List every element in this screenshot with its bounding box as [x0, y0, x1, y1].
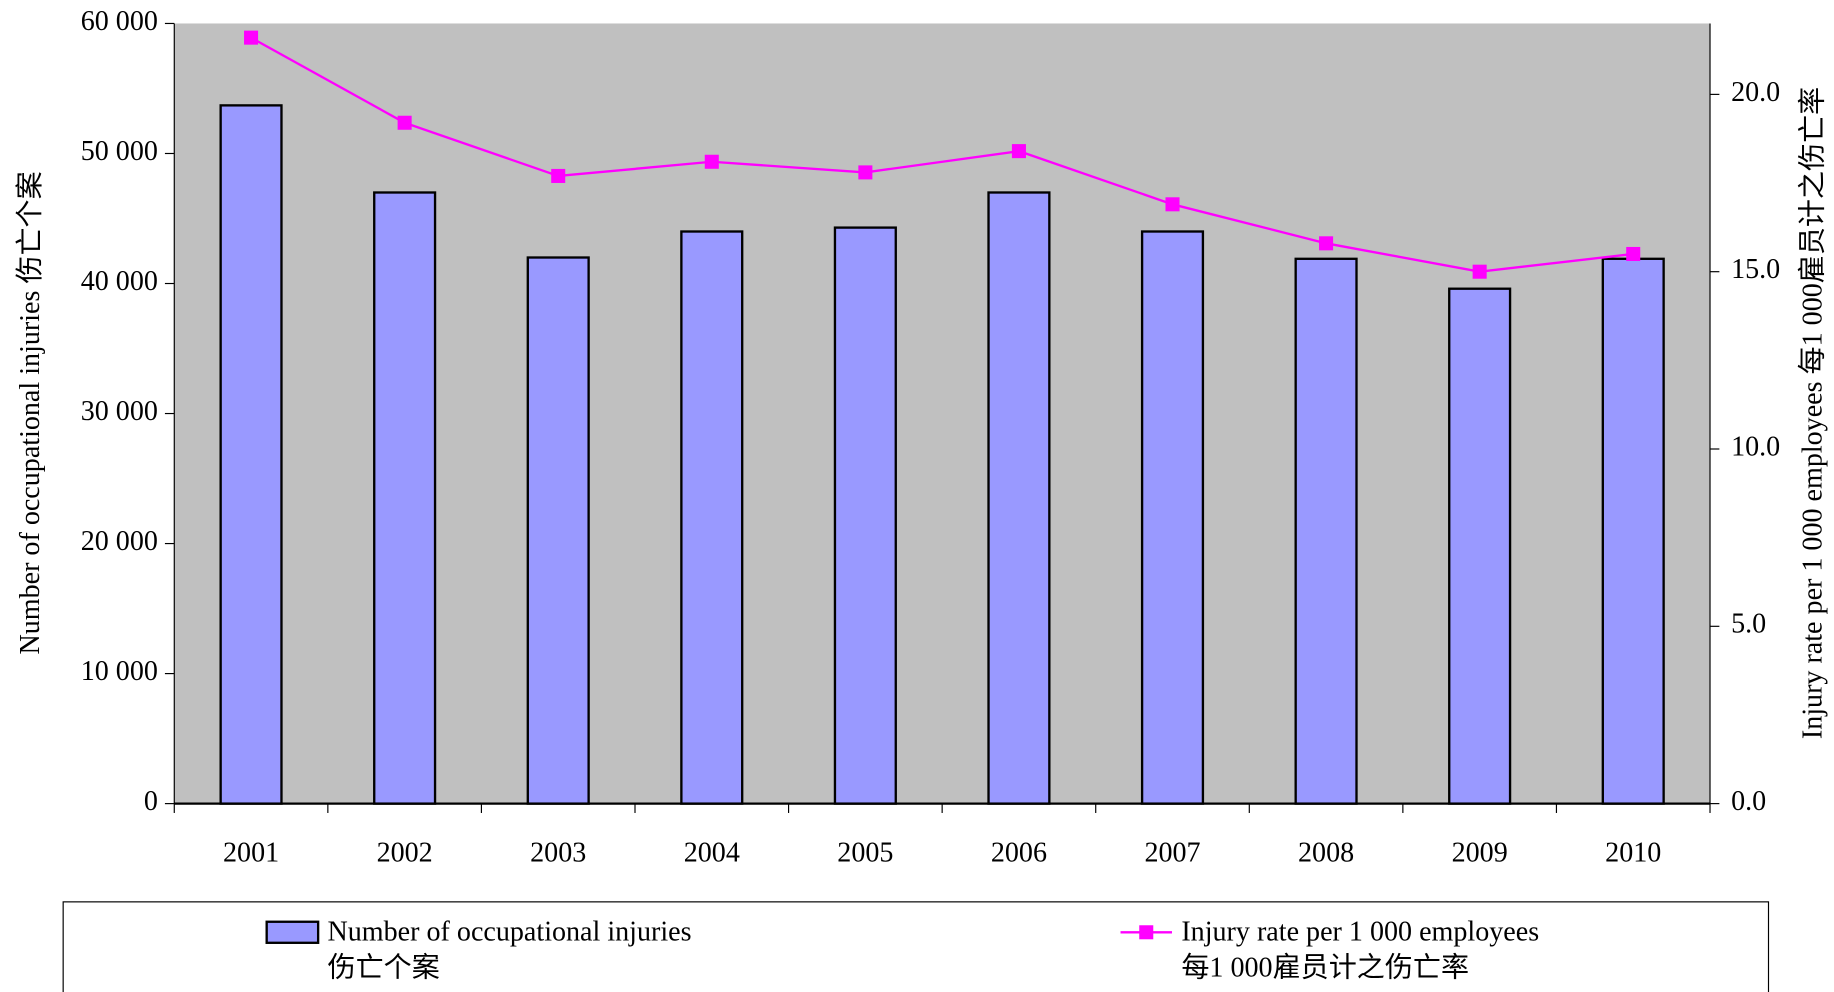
bar	[373, 191, 437, 805]
y-tick-label: 50 000	[81, 136, 158, 167]
y-tick-label: 20 000	[81, 526, 158, 557]
point	[397, 115, 412, 130]
point	[1472, 264, 1487, 279]
line	[250, 36, 1634, 273]
y-tick-label: 30 000	[81, 396, 158, 427]
x-tick-label: 2003	[530, 838, 586, 869]
x-tick-label: 2009	[1452, 838, 1508, 869]
point	[244, 30, 259, 45]
point	[1626, 246, 1641, 261]
point	[1165, 197, 1180, 212]
legend-entry: Injury rate per 1 000 employees 每1 000雇员…	[1181, 917, 1540, 984]
y2-tick-label: 5.0	[1731, 609, 1766, 640]
bar	[1601, 257, 1665, 805]
y-axis-label: Number of occupational injuries 伤亡个案	[14, 171, 46, 654]
y2-tick-label: 20.0	[1731, 77, 1780, 108]
legend-box	[62, 901, 1770, 992]
y2-axis-label: Injury rate per 1 000 employees 每1 000雇员…	[1797, 87, 1829, 739]
bar	[526, 256, 590, 805]
x-tick-label: 2007	[1144, 838, 1200, 869]
bar	[1448, 287, 1512, 805]
x-tick-label: 2004	[684, 838, 740, 869]
point	[1011, 144, 1026, 159]
x-tick-label: 2010	[1605, 838, 1661, 869]
legend-swatch	[265, 920, 320, 944]
point	[1319, 236, 1334, 251]
y-tick-label: 0	[144, 786, 158, 817]
point	[704, 154, 719, 169]
bar	[987, 191, 1051, 805]
legend-swatch	[1139, 925, 1154, 940]
x-tick-label: 2002	[377, 838, 433, 869]
bar	[680, 230, 744, 805]
y2-tick-label: 15.0	[1731, 254, 1780, 285]
bar	[1140, 230, 1205, 805]
bar	[1294, 257, 1358, 805]
legend-entry: Number of occupational injuries 伤亡个案	[327, 917, 692, 984]
bar	[833, 226, 897, 805]
y-tick-label: 60 000	[81, 6, 158, 37]
legend-label: Number of occupational injuries 伤亡个案	[327, 917, 692, 984]
x-tick-label: 2005	[837, 838, 893, 869]
legend-label: Injury rate per 1 000 employees 每1 000雇员…	[1181, 917, 1540, 984]
y2-tick-label: 0.0	[1731, 786, 1766, 817]
y-tick-label: 10 000	[81, 656, 158, 687]
y2-tick-label: 10.0	[1731, 431, 1780, 462]
point	[858, 165, 873, 180]
bar	[219, 104, 283, 805]
x-tick-label: 2008	[1298, 838, 1354, 869]
x-tick-label: 2006	[991, 838, 1047, 869]
x-tick-label: 2001	[223, 838, 279, 869]
y-tick-label: 40 000	[81, 266, 158, 297]
point	[551, 168, 566, 183]
